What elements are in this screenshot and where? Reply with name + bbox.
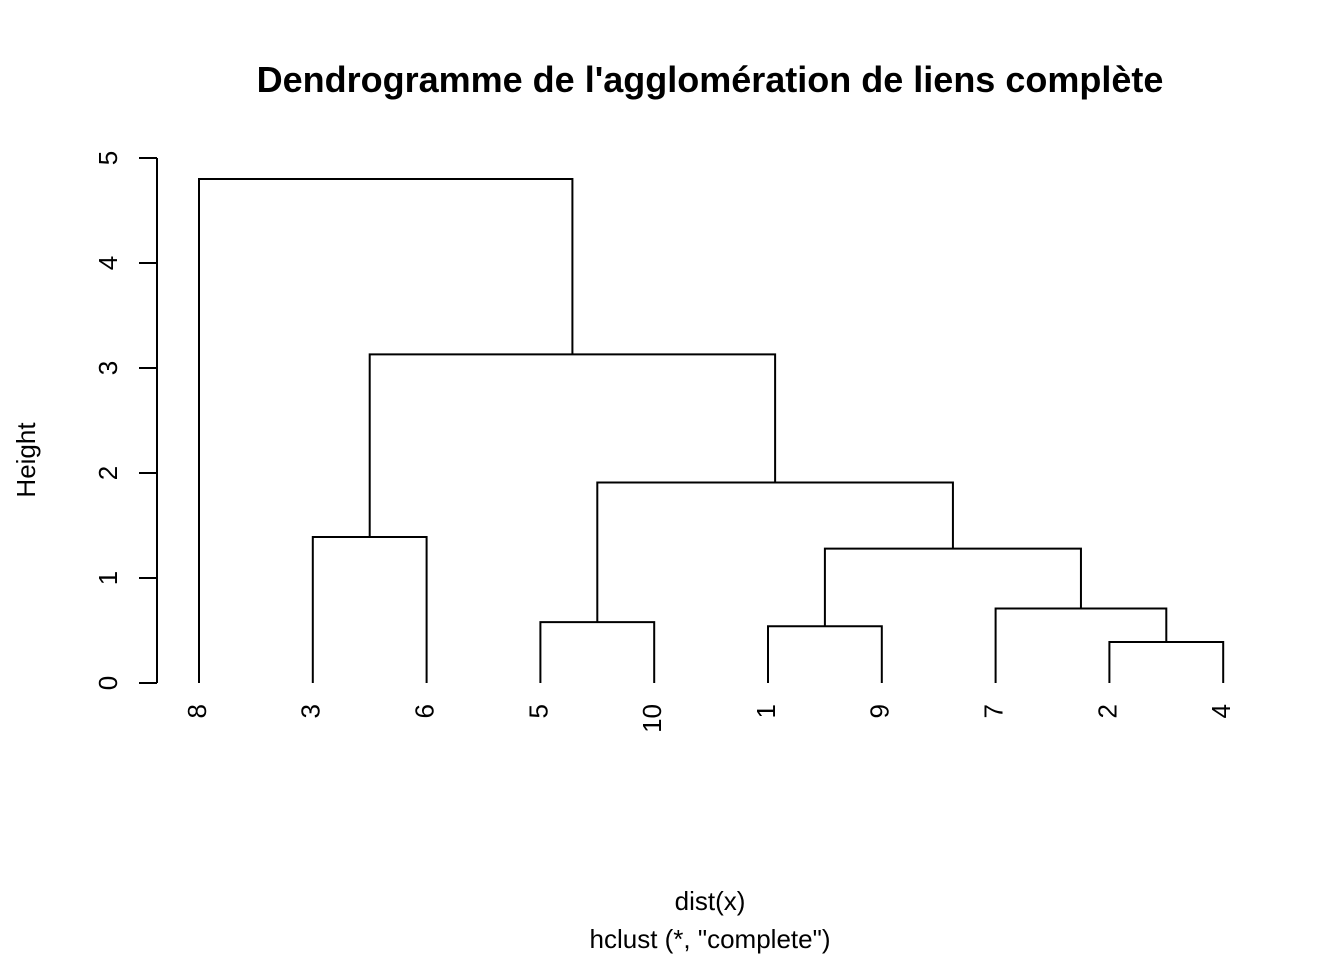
dendrogram-link — [198, 178, 574, 683]
dendrogram-link — [823, 547, 1082, 627]
y-tick-label: 5 — [93, 151, 123, 165]
leaf-label: 6 — [409, 704, 439, 718]
leaf-label: 9 — [865, 704, 895, 718]
leaf-labels: 8 3 6 5 10 1 9 7 2 4 — [182, 704, 1236, 733]
dendrogram-link — [1108, 641, 1225, 683]
leaf-label: 7 — [978, 704, 1008, 718]
dendrogram-link — [767, 625, 883, 683]
y-tick-label: 3 — [93, 361, 123, 375]
dendrogram-link — [539, 621, 656, 683]
leaf-label: 5 — [523, 704, 553, 718]
leaf-label: 4 — [1206, 704, 1236, 718]
leaf-label: 8 — [182, 704, 212, 718]
dendrogram-links — [198, 178, 1225, 683]
dendrogram-link — [368, 353, 777, 538]
dendrogram-link — [994, 607, 1168, 683]
leaf-label: 3 — [296, 704, 326, 718]
dendrogram-link — [596, 481, 954, 623]
y-tick-label: 0 — [93, 676, 123, 690]
y-tick-label: 2 — [93, 466, 123, 480]
method-sublabel: hclust (*, "complete") — [590, 924, 831, 954]
leaf-label: 1 — [751, 704, 781, 718]
y-tick-label: 1 — [93, 571, 123, 585]
leaf-label: 2 — [1092, 704, 1122, 718]
y-axis: 0 1 2 3 4 5 — [93, 151, 158, 690]
y-axis-label: Height — [11, 422, 41, 498]
y-tick-label: 4 — [93, 256, 123, 270]
chart-title: Dendrogramme de l'agglomération de liens… — [257, 59, 1164, 100]
dendrogram-link — [311, 536, 428, 683]
x-axis-label: dist(x) — [675, 886, 746, 916]
leaf-label: 10 — [637, 704, 667, 733]
